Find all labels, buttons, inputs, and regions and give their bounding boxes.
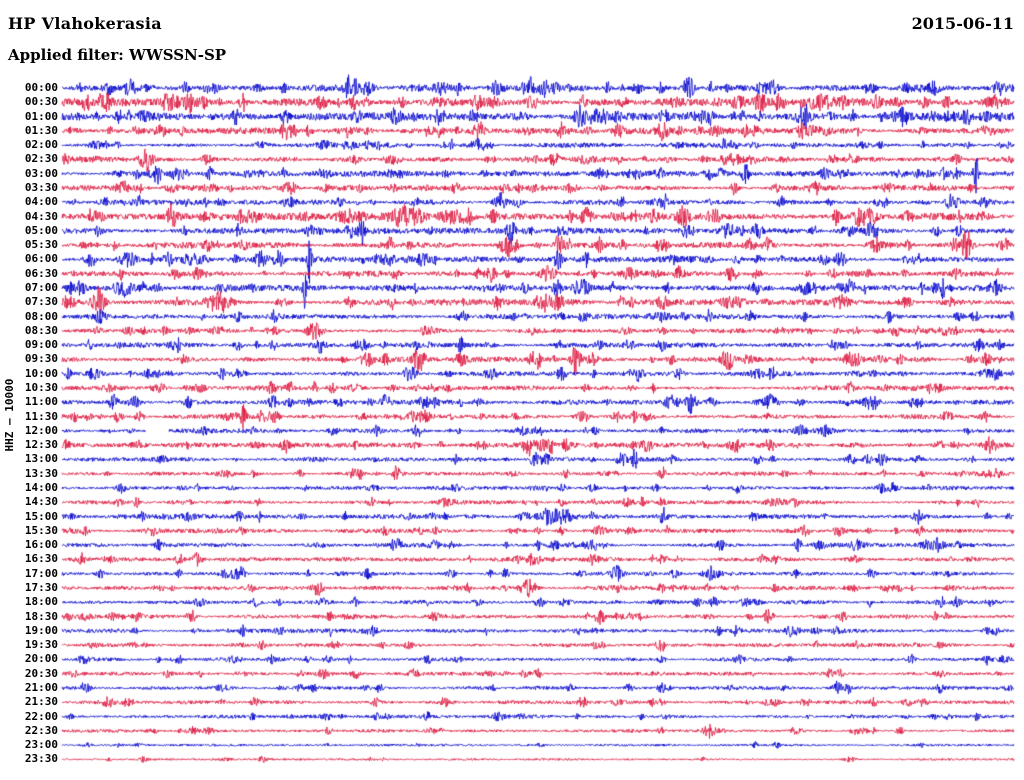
time-label: 03:00 [24, 166, 58, 180]
time-label: 02:00 [24, 138, 58, 152]
time-label: 03:30 [24, 180, 58, 194]
time-label: 10:00 [24, 366, 58, 380]
time-label: 22:30 [24, 723, 58, 737]
time-label: 18:00 [24, 595, 58, 609]
time-label: 23:30 [24, 752, 58, 766]
time-label: 19:00 [24, 623, 58, 637]
time-label: 21:00 [24, 680, 58, 694]
time-label: 12:30 [24, 438, 58, 452]
time-label: 08:00 [24, 309, 58, 323]
time-label: 09:00 [24, 338, 58, 352]
time-label: 11:00 [24, 395, 58, 409]
time-label: 16:00 [24, 538, 58, 552]
time-label: 15:30 [24, 523, 58, 537]
time-label: 05:30 [24, 238, 58, 252]
time-label: 08:30 [24, 323, 58, 337]
time-label: 05:00 [24, 223, 58, 237]
time-label: 06:30 [24, 266, 58, 280]
time-label: 07:00 [24, 280, 58, 294]
time-label: 10:30 [24, 380, 58, 394]
time-label: 20:30 [24, 666, 58, 680]
time-label: 17:30 [24, 580, 58, 594]
time-label: 19:30 [24, 638, 58, 652]
time-label: 23:00 [24, 738, 58, 752]
time-label: 07:30 [24, 295, 58, 309]
time-label: 09:30 [24, 352, 58, 366]
time-label: 00:30 [24, 95, 58, 109]
time-label: 13:30 [24, 466, 58, 480]
time-label: 04:00 [24, 195, 58, 209]
time-label: 01:30 [24, 123, 58, 137]
time-label: 02:30 [24, 152, 58, 166]
time-label: 04:30 [24, 209, 58, 223]
time-label: 12:00 [24, 423, 58, 437]
time-label: 06:00 [24, 252, 58, 266]
time-label: 21:30 [24, 695, 58, 709]
time-label: 17:00 [24, 566, 58, 580]
time-label: 14:00 [24, 480, 58, 494]
time-label: 01:00 [24, 109, 58, 123]
time-label: 20:00 [24, 652, 58, 666]
time-label: 16:30 [24, 552, 58, 566]
time-label: 18:30 [24, 609, 58, 623]
time-label: 11:30 [24, 409, 58, 423]
time-label: 13:00 [24, 452, 58, 466]
time-label: 15:00 [24, 509, 58, 523]
time-label: 00:00 [24, 81, 58, 94]
time-label: 14:30 [24, 495, 58, 509]
time-label: 22:00 [24, 709, 58, 723]
